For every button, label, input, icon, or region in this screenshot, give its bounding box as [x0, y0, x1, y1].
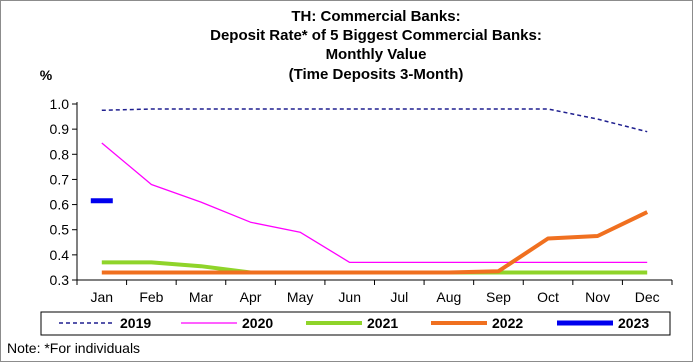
- series-line-2022: [101, 210, 649, 275]
- y-tick-label: 0.4: [50, 247, 70, 263]
- x-tick-label: Sep: [486, 289, 511, 305]
- y-axis-unit-label: %: [40, 67, 53, 83]
- y-tick-label: 0.9: [50, 121, 70, 137]
- x-tick-label: Feb: [139, 289, 163, 305]
- x-tick-label: Nov: [585, 289, 610, 305]
- chart-title: TH: Commercial Banks: Deposit Rate* of 5 …: [210, 8, 542, 83]
- x-tick-label: Oct: [537, 289, 559, 305]
- legend-label-2019: 2019: [120, 315, 151, 331]
- chart-title-line: Monthly Value: [326, 46, 427, 63]
- series-line-2020: [101, 142, 648, 264]
- legend-label-2020: 2020: [242, 315, 273, 331]
- chart-title-line: (Time Deposits 3-Month): [289, 66, 464, 83]
- y-tick-label: 0.6: [50, 197, 70, 213]
- chart-axes: 1.0 0.9 0.8 0.7 0.6 0.5 0.4 0.3 Jan Feb Mar Apr May J…: [50, 96, 673, 305]
- x-tick-label: Apr: [240, 289, 262, 305]
- legend-label-2021: 2021: [367, 315, 398, 331]
- x-tick-label: Mar: [189, 289, 213, 305]
- x-tick-label: Jan: [91, 289, 114, 305]
- chart-series: [90, 108, 649, 275]
- y-tick-label: 1.0: [50, 96, 70, 112]
- x-tick-label: May: [287, 289, 313, 305]
- legend-label-2022: 2022: [492, 315, 523, 331]
- y-tick-label: 0.8: [50, 146, 70, 162]
- x-tick-label: Jun: [338, 289, 361, 305]
- chart-legend: 2019 2020 2021 2022 2023: [40, 311, 671, 336]
- y-tick-label: 0.7: [50, 171, 70, 187]
- x-tick-label: Jul: [390, 289, 408, 305]
- y-tick-label: 0.5: [50, 222, 70, 238]
- chart-title-line: TH: Commercial Banks:: [291, 8, 460, 25]
- x-tick-label: Dec: [635, 289, 660, 305]
- legend-label-2023: 2023: [618, 315, 649, 331]
- x-tick-label: Aug: [436, 289, 461, 305]
- series-line-2019: [101, 108, 648, 133]
- legend-box: [40, 311, 671, 336]
- chart-note: Note: *For individuals: [7, 340, 140, 356]
- y-tick-label: 0.3: [50, 272, 70, 288]
- chart-title-line: Deposit Rate* of 5 Biggest Commercial Ba…: [210, 27, 542, 44]
